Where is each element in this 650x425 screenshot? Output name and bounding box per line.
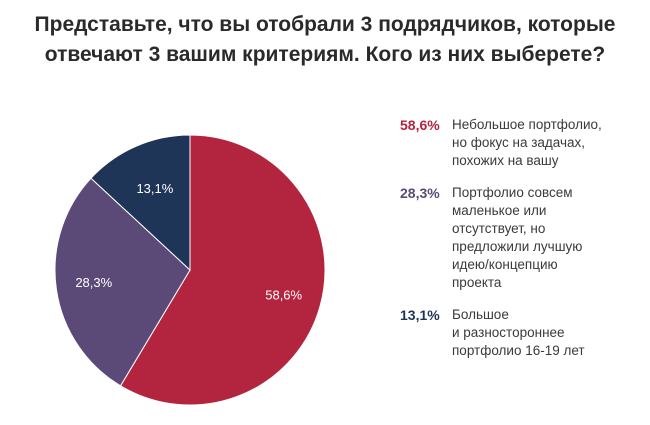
legend-label-line: маленькое или — [452, 203, 547, 218]
legend-label-line: Портфолио совсем — [452, 185, 573, 200]
pie-slice-label: 28,3% — [75, 275, 112, 290]
legend: 58,6% Небольшое портфолио, но фокус на з… — [400, 116, 640, 374]
legend-label-line: и разностороннее — [452, 325, 565, 340]
legend-item: 58,6% Небольшое портфолио, но фокус на з… — [400, 116, 640, 170]
legend-label: Небольшое портфолио, но фокус на задачах… — [452, 116, 602, 170]
legend-item: 13,1% Большое и разностороннее портфолио… — [400, 306, 640, 360]
legend-percent: 28,3% — [400, 185, 440, 201]
chart-title: Представьте, что вы отобрали 3 подрядчик… — [0, 10, 650, 70]
pie-chart: 58,6% 28,3% 13,1% — [54, 134, 326, 406]
legend-label-line: проекта — [452, 275, 502, 290]
legend-label-line: похожих на вашу — [452, 153, 559, 168]
legend-label-line: портфолио 16-19 лет — [452, 343, 585, 358]
legend-percent: 13,1% — [400, 307, 440, 323]
legend-label-line: Большое — [452, 307, 509, 322]
legend-percent: 58,6% — [400, 117, 440, 133]
legend-label: Портфолио совсем маленькое или отсутству… — [452, 184, 582, 292]
pie-slice — [54, 177, 191, 387]
pie-slice — [119, 134, 326, 406]
legend-label: Большое и разностороннее портфолио 16-19… — [452, 306, 585, 360]
pie-slice — [90, 134, 191, 272]
chart-title-line-1: Представьте, что вы отобрали 3 подрядчик… — [34, 13, 616, 36]
legend-label-line: но фокус на задачах, — [452, 135, 586, 150]
legend-label-line: идею/концепцию — [452, 257, 558, 272]
pie-slice-label: 13,1% — [136, 181, 173, 196]
legend-label-line: отсутствует, но — [452, 221, 546, 236]
pie-slice-label: 58,6% — [265, 287, 302, 302]
legend-label-line: предложили лучшую — [452, 239, 583, 254]
legend-item: 28,3% Портфолио совсем маленькое или отс… — [400, 184, 640, 292]
chart-title-line-2: отвечают 3 вашим критериям. Кого из них … — [44, 43, 606, 66]
legend-label-line: Небольшое портфолио, — [452, 117, 602, 132]
